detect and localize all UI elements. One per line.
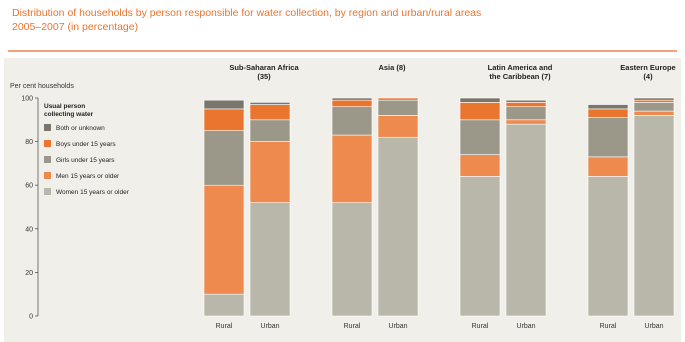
bar-segment [249, 202, 291, 317]
bar-segment [459, 97, 501, 103]
y-tick-label: 0 [29, 314, 33, 321]
x-tick-label: Rural [344, 323, 361, 330]
chart-title-line2: 2005–2007 (in percentage) [12, 21, 139, 33]
legend-item-label: Women 15 years or older [56, 189, 130, 196]
bar-segment [587, 176, 629, 317]
chart-title-line1: Distribution of households by person res… [12, 7, 482, 19]
legend-item-label: Both or unknown [56, 125, 105, 132]
title-divider [8, 50, 677, 52]
bar-segment [459, 102, 501, 121]
y-axis-label: Per cent households [10, 83, 74, 90]
group-label: (4) [643, 72, 653, 81]
y-tick-label: 40 [25, 226, 33, 233]
legend-swatch-boys [44, 140, 51, 147]
bar-segment [459, 154, 501, 177]
x-tick-label: Rural [600, 323, 617, 330]
bar-segment [203, 108, 245, 132]
bar-segment [331, 202, 373, 317]
bar-segment [331, 97, 373, 101]
group-label: Latin America and [488, 63, 553, 72]
group-label: Asia (8) [378, 63, 406, 72]
y-tick-label: 20 [25, 270, 33, 277]
bar-segment [505, 102, 547, 108]
bar-segment [459, 119, 501, 155]
legend-item-label: Girls under 15 years [56, 157, 115, 164]
legend-swatch-girls [44, 156, 51, 163]
bar-segment [587, 117, 629, 158]
bar-segment [587, 104, 629, 110]
legend-swatch-both-unknown [44, 124, 51, 131]
bar-segment [587, 156, 629, 177]
legend-swatch-women [44, 188, 51, 195]
x-tick-label: Rural [472, 323, 489, 330]
bar-segment [505, 99, 547, 103]
bar-segment [459, 176, 501, 317]
x-tick-label: Rural [216, 323, 233, 330]
bar-segment [505, 119, 547, 125]
bar-segment [203, 184, 245, 295]
bar-segment [633, 99, 675, 103]
bar-segment [377, 99, 419, 116]
bar-segment [249, 119, 291, 142]
bar-segment [249, 102, 291, 105]
legend-swatch-men [44, 172, 51, 179]
bar-segment [377, 115, 419, 138]
bar-segment [331, 106, 373, 136]
group-label: the Caribbean (7) [489, 72, 551, 81]
legend-item-label: Boys under 15 years [56, 141, 116, 148]
x-tick-label: Urban [516, 323, 535, 330]
chart-title: Distribution of households by person res… [12, 6, 672, 34]
bar-segment [203, 130, 245, 186]
bar-segment [633, 102, 675, 112]
bar-segment [377, 97, 419, 101]
stacked-bar-chart: Per cent households 0 20 40 60 80 100 Sub-Sahar… [10, 63, 676, 330]
bar-segment [505, 123, 547, 317]
legend-title-line2: collecting water [44, 111, 94, 118]
legend-item-label: Men 15 years or older [56, 173, 120, 180]
bar-segment [203, 293, 245, 317]
bar-segment [587, 108, 629, 118]
group-label: Eastern Europe [620, 63, 675, 72]
y-tick-label: 60 [25, 183, 33, 190]
bar-segment [633, 110, 675, 116]
bar-segment [377, 136, 419, 317]
bar-segment [203, 99, 245, 110]
y-tick-label: 100 [21, 96, 33, 103]
x-tick-label: Urban [388, 323, 407, 330]
group-label: (35) [257, 72, 271, 81]
x-tick-label: Urban [644, 323, 663, 330]
bar-segment [331, 99, 373, 108]
y-tick-label: 80 [25, 139, 33, 146]
group-label: Sub-Saharan Africa [229, 63, 299, 72]
bar-segment [249, 104, 291, 121]
legend-title: Usual person [44, 103, 85, 110]
bar-segment [249, 141, 291, 203]
x-tick-label: Urban [260, 323, 279, 330]
bar-segment [633, 115, 675, 317]
bar-segment [331, 134, 373, 203]
chart-panel: Per cent households 0 20 40 60 80 100 Sub-Sahar… [4, 58, 681, 342]
bar-segment [505, 106, 547, 121]
bar-segment [633, 97, 675, 101]
